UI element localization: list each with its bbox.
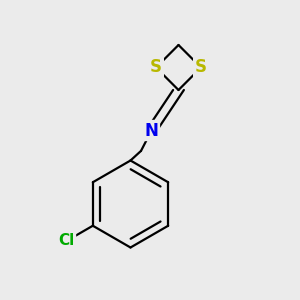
Text: N: N	[145, 122, 158, 140]
Text: S: S	[195, 58, 207, 76]
Text: S: S	[150, 58, 162, 76]
Text: Cl: Cl	[59, 233, 75, 248]
